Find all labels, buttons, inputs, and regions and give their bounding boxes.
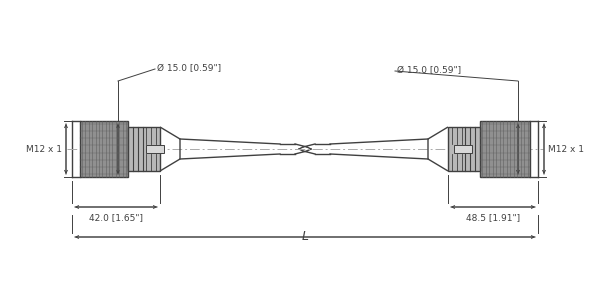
Text: Ø 15.0 [0.59"]: Ø 15.0 [0.59"] xyxy=(157,64,221,73)
Text: Ø 15.0 [0.59"]: Ø 15.0 [0.59"] xyxy=(397,67,461,75)
Bar xyxy=(128,127,160,171)
Text: 42.0 [1.65"]: 42.0 [1.65"] xyxy=(89,213,143,222)
Bar xyxy=(80,121,128,177)
Text: 48.5 [1.91"]: 48.5 [1.91"] xyxy=(466,213,520,222)
Bar xyxy=(480,121,530,177)
Bar xyxy=(146,145,164,153)
Text: M12 x 1: M12 x 1 xyxy=(26,145,62,154)
Bar xyxy=(448,127,480,171)
Text: L: L xyxy=(302,230,308,244)
Text: M12 x 1: M12 x 1 xyxy=(548,145,584,154)
Bar xyxy=(454,145,472,153)
